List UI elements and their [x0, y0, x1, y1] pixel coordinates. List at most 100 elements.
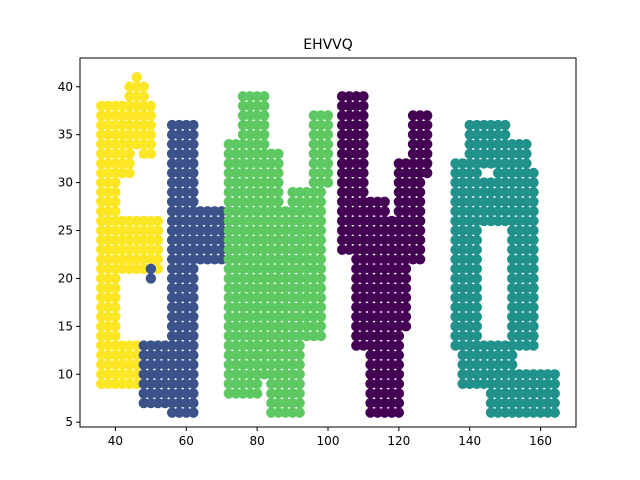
data-point [152, 225, 164, 236]
data-point [422, 167, 433, 179]
x-tick-label: 100 [317, 434, 340, 448]
data-point [188, 388, 199, 399]
data-point [188, 139, 199, 150]
data-point [315, 282, 327, 294]
data-point [145, 263, 157, 275]
data-point [294, 407, 305, 418]
data-point [188, 196, 199, 207]
data-point [322, 148, 334, 160]
data-point [159, 397, 171, 409]
data-point [315, 292, 327, 303]
data-point [315, 311, 327, 322]
data-point [528, 254, 539, 265]
data-point [485, 186, 497, 198]
data-point [315, 186, 327, 198]
data-point [358, 177, 369, 188]
data-point [414, 186, 426, 198]
data-point [400, 311, 412, 322]
series-4 [450, 119, 560, 418]
data-point [188, 119, 199, 131]
x-tick-label: 120 [387, 434, 410, 448]
data-point [294, 388, 305, 399]
data-point [159, 359, 171, 370]
x-axis: 40 60 80 100 120 140 160 [108, 427, 552, 448]
data-point [400, 273, 412, 284]
data-point [315, 215, 327, 227]
data-point [188, 129, 199, 140]
data-point [294, 349, 305, 361]
data-point [188, 292, 199, 303]
data-point [315, 330, 327, 342]
data-point [188, 311, 199, 322]
data-point [259, 100, 270, 112]
data-point [322, 177, 334, 188]
data-point [393, 388, 405, 399]
y-tick-label: 40 [58, 80, 73, 94]
data-point [145, 129, 157, 140]
data-point [159, 340, 171, 351]
series-2 [223, 91, 334, 418]
y-tick-label: 5 [65, 415, 73, 429]
data-point [485, 177, 497, 188]
y-axis: 5 10 15 20 25 30 35 40 [58, 80, 80, 429]
data-point [379, 196, 390, 207]
data-point [358, 148, 369, 160]
x-tick-label: 140 [458, 434, 481, 448]
data-point [358, 158, 369, 169]
data-point [124, 167, 135, 179]
data-point [471, 273, 482, 284]
x-tick-label: 80 [250, 434, 265, 448]
data-point [528, 167, 539, 179]
data-point [400, 321, 412, 332]
y-tick-label: 25 [58, 224, 73, 238]
data-point [159, 369, 171, 380]
data-point [251, 378, 263, 390]
x-tick-label: 160 [529, 434, 552, 448]
data-point [400, 282, 412, 294]
data-point [521, 158, 532, 169]
data-point [110, 301, 121, 313]
data-point [393, 397, 405, 409]
data-point [393, 407, 405, 418]
data-point [188, 369, 199, 380]
data-point [414, 225, 426, 236]
data-point [315, 273, 327, 284]
data-point [528, 282, 539, 294]
data-point [152, 215, 164, 227]
chart-title: EHVVQ [303, 37, 353, 53]
data-point [528, 330, 539, 342]
data-point [159, 388, 171, 399]
data-point [315, 234, 327, 246]
data-point [145, 139, 157, 150]
data-point [145, 148, 157, 160]
data-point [315, 301, 327, 313]
data-point [259, 129, 270, 140]
data-point [393, 378, 405, 390]
data-point [110, 186, 121, 198]
data-point [358, 110, 369, 121]
data-point [393, 330, 405, 342]
data-point [110, 311, 121, 322]
data-point [259, 139, 270, 150]
data-point [414, 215, 426, 227]
data-point [414, 234, 426, 246]
data-point [422, 119, 433, 131]
data-point [188, 263, 199, 275]
data-point [259, 110, 270, 121]
data-point [138, 91, 149, 102]
data-point [315, 196, 327, 207]
data-point [528, 263, 539, 275]
data-point [273, 167, 284, 179]
data-point [358, 139, 369, 150]
data-point [358, 119, 369, 131]
data-point [528, 225, 539, 236]
data-point [294, 369, 305, 380]
data-point [294, 340, 305, 351]
y-tick-label: 30 [58, 176, 73, 190]
data-point [358, 91, 369, 102]
data-point [528, 273, 539, 284]
data-point [159, 349, 171, 361]
data-point [471, 311, 482, 322]
data-point [400, 301, 412, 313]
